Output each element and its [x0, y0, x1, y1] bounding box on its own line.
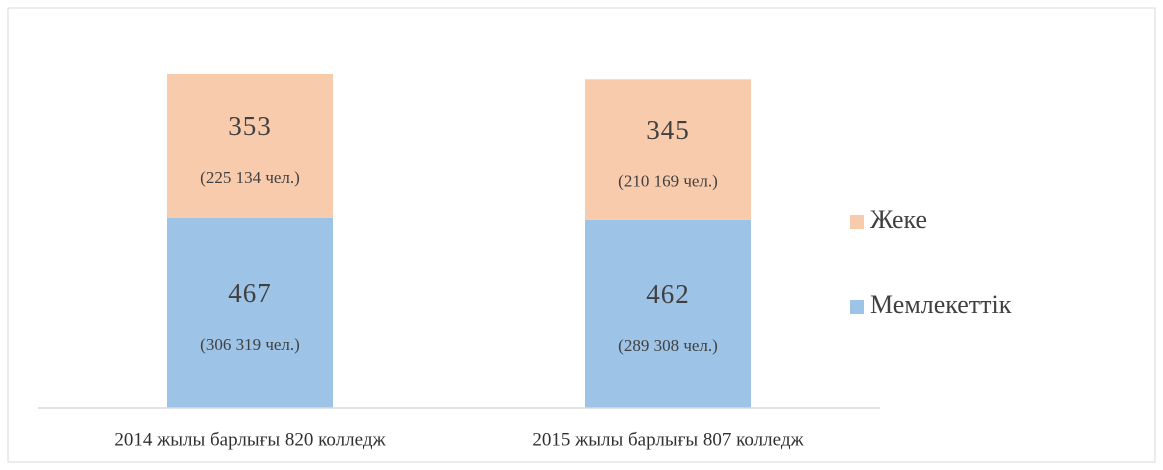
bar-segment	[167, 74, 333, 218]
legend-swatch	[850, 300, 864, 314]
data-sublabel: (210 169 чел.)	[618, 171, 718, 190]
bar-segment	[585, 219, 751, 408]
data-sublabel: (225 134 чел.)	[200, 168, 300, 187]
data-label: 462	[646, 279, 690, 309]
legend-label: Жеке	[870, 205, 927, 234]
data-label: 345	[646, 115, 690, 145]
legend-label: Мемлекеттік	[870, 290, 1012, 319]
x-tick-label: 2014 жылы барлығы 820 колледж	[114, 429, 386, 450]
x-tick-label: 2015 жылы барлығы 807 колледж	[532, 429, 804, 450]
data-label: 353	[228, 111, 272, 141]
data-sublabel: (289 308 чел.)	[618, 336, 718, 355]
bar-segment	[167, 217, 333, 408]
legend-swatch	[850, 215, 864, 229]
bar-segment	[585, 79, 751, 220]
data-label: 467	[228, 278, 272, 308]
data-sublabel: (306 319 чел.)	[200, 335, 300, 354]
